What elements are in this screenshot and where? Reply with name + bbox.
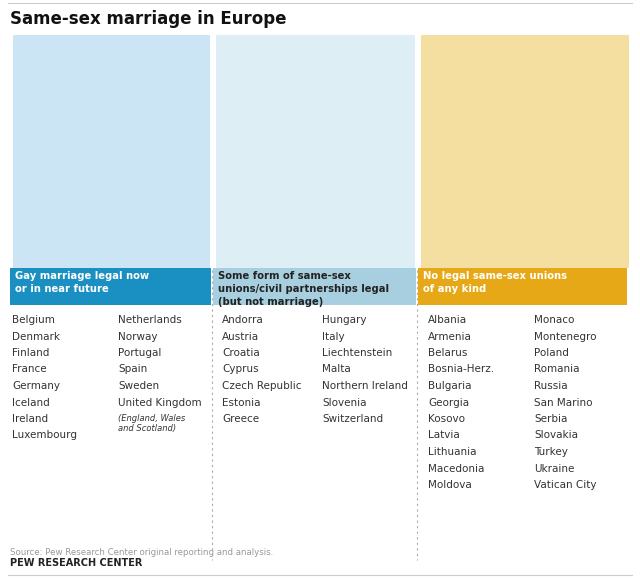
Text: Russia: Russia: [534, 381, 568, 391]
Text: Latvia: Latvia: [428, 431, 460, 440]
Text: Moldova: Moldova: [428, 480, 472, 490]
Text: Poland: Poland: [534, 348, 569, 358]
Text: Liechtenstein: Liechtenstein: [322, 348, 392, 358]
Text: Hungary: Hungary: [322, 315, 367, 325]
Text: Ireland: Ireland: [12, 414, 48, 424]
Text: Armenia: Armenia: [428, 332, 472, 342]
Text: Spain: Spain: [118, 365, 147, 375]
Text: No legal same-sex unions
of any kind: No legal same-sex unions of any kind: [423, 271, 567, 294]
Text: Luxembourg: Luxembourg: [12, 431, 77, 440]
Text: France: France: [12, 365, 47, 375]
Text: Italy: Italy: [322, 332, 344, 342]
Text: Malta: Malta: [322, 365, 351, 375]
Text: Georgia: Georgia: [428, 398, 469, 407]
Bar: [418, 268, 627, 305]
Text: Slovenia: Slovenia: [322, 398, 367, 407]
Bar: [213, 268, 416, 305]
Text: Portugal: Portugal: [118, 348, 161, 358]
Text: Montenegro: Montenegro: [534, 332, 596, 342]
Text: Serbia: Serbia: [534, 414, 568, 424]
Text: Source: Pew Research Center original reporting and analysis.: Source: Pew Research Center original rep…: [10, 548, 273, 557]
Text: Vatican City: Vatican City: [534, 480, 596, 490]
Text: Bosnia-Herz.: Bosnia-Herz.: [428, 365, 494, 375]
Text: Czech Republic: Czech Republic: [222, 381, 301, 391]
Bar: [10, 268, 211, 305]
Text: Germany: Germany: [12, 381, 60, 391]
Text: Cyprus: Cyprus: [222, 365, 259, 375]
Text: Finland: Finland: [12, 348, 49, 358]
Text: Denmark: Denmark: [12, 332, 60, 342]
Text: Andorra: Andorra: [222, 315, 264, 325]
Text: Switzerland: Switzerland: [322, 414, 383, 424]
Text: (England, Wales
and Scotland): (England, Wales and Scotland): [118, 414, 185, 434]
Text: Macedonia: Macedonia: [428, 464, 484, 473]
Text: Greece: Greece: [222, 414, 259, 424]
Text: Ukraine: Ukraine: [534, 464, 574, 473]
Text: Iceland: Iceland: [12, 398, 50, 407]
Text: San Marino: San Marino: [534, 398, 593, 407]
Text: Some form of same-sex
unions/civil partnerships legal
(but not marriage): Some form of same-sex unions/civil partn…: [218, 271, 389, 306]
Text: Belarus: Belarus: [428, 348, 467, 358]
Text: Slovakia: Slovakia: [534, 431, 578, 440]
Text: Croatia: Croatia: [222, 348, 260, 358]
Text: Bulgaria: Bulgaria: [428, 381, 472, 391]
Text: Northern Ireland: Northern Ireland: [322, 381, 408, 391]
Text: Monaco: Monaco: [534, 315, 574, 325]
Text: Norway: Norway: [118, 332, 157, 342]
Text: Estonia: Estonia: [222, 398, 260, 407]
Text: Romania: Romania: [534, 365, 579, 375]
Text: Netherlands: Netherlands: [118, 315, 182, 325]
Text: Turkey: Turkey: [534, 447, 568, 457]
Text: United Kingdom: United Kingdom: [118, 398, 202, 407]
Text: Kosovo: Kosovo: [428, 414, 465, 424]
Text: Albania: Albania: [428, 315, 467, 325]
Text: Austria: Austria: [222, 332, 259, 342]
Text: Belgium: Belgium: [12, 315, 55, 325]
Text: Sweden: Sweden: [118, 381, 159, 391]
Text: PEW RESEARCH CENTER: PEW RESEARCH CENTER: [10, 558, 142, 568]
Text: Same-sex marriage in Europe: Same-sex marriage in Europe: [10, 10, 287, 28]
Text: Lithuania: Lithuania: [428, 447, 477, 457]
Text: Gay marriage legal now
or in near future: Gay marriage legal now or in near future: [15, 271, 149, 294]
